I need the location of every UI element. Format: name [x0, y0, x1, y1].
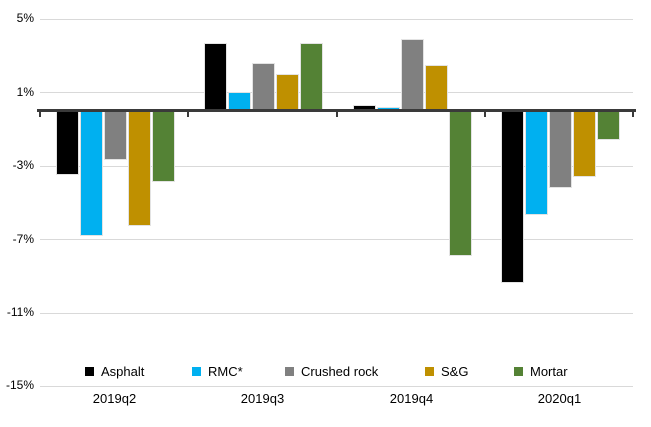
- legend-item-rmc: RMC*: [192, 364, 243, 379]
- bar-sg-2020q1: [572, 110, 596, 177]
- gridline--7: [40, 239, 633, 241]
- bar-asphalt-2019q3: [204, 42, 228, 111]
- x-tick-label-2019q3: 2019q3: [240, 391, 285, 406]
- bar-crushed-rock-2019q4: [400, 39, 424, 111]
- gridline-5: [40, 19, 633, 20]
- y-tick-label: -11%: [6, 305, 34, 319]
- bar-crushed-rock-2019q3: [252, 63, 276, 111]
- bar-crushed-rock-2019q2: [104, 110, 127, 161]
- x-axis-tick: [187, 111, 190, 117]
- bar-sg-2019q4: [424, 64, 448, 111]
- legend-item-sg: S&G: [425, 364, 468, 379]
- legend-swatch-sg-icon: [425, 367, 434, 376]
- gridline--3: [40, 165, 633, 167]
- bar-mortar-2020q1: [596, 110, 620, 141]
- bar-sg-2019q2: [128, 110, 151, 227]
- x-tick-label-2019q2: 2019q2: [92, 391, 137, 406]
- legend-swatch-mortar-icon: [514, 367, 523, 376]
- bar-mortar-2019q2: [152, 110, 175, 183]
- legend-item-mortar: Mortar: [514, 364, 568, 379]
- bar-sg-2019q3: [276, 74, 300, 111]
- x-axis-tick: [632, 111, 634, 117]
- y-tick-label: -3%: [12, 158, 34, 172]
- x-axis-tick: [39, 111, 41, 117]
- legend-swatch-asphalt-icon: [85, 367, 94, 376]
- x-tick-label-2019q4: 2019q4: [389, 391, 434, 406]
- bar-crushed-rock-2020q1: [548, 110, 572, 188]
- x-axis-tick: [335, 111, 338, 117]
- gridline-1: [40, 92, 633, 94]
- bar-rmc-2019q2: [80, 110, 103, 236]
- y-tick-label: -15%: [5, 378, 34, 392]
- bar-rmc-2020q1: [524, 110, 548, 216]
- legend-label-mortar: Mortar: [530, 364, 568, 379]
- legend-label-rmc: RMC*: [208, 364, 243, 379]
- legend-swatch-rmc-icon: [192, 367, 201, 376]
- bar-asphalt-2019q2: [56, 110, 79, 175]
- y-tick-label: 1%: [16, 85, 34, 99]
- gridline--11: [40, 312, 633, 314]
- legend-swatch-crushed-rock-icon: [285, 367, 294, 376]
- x-axis-line: [37, 109, 636, 112]
- bar-mortar-2019q3: [300, 42, 324, 111]
- x-tick-label-2020q1: 2020q1: [537, 391, 582, 406]
- legend-label-asphalt: Asphalt: [101, 364, 145, 379]
- legend-label-sg: S&G: [441, 364, 469, 379]
- bar-rmc-2019q3: [228, 92, 252, 111]
- y-tick-label: 5%: [16, 11, 34, 25]
- bar-asphalt-2020q1: [500, 110, 524, 284]
- legend-item-asphalt: Asphalt: [85, 364, 144, 379]
- y-tick-label: -7%: [12, 232, 34, 246]
- legend-item-crushed-rock: Crushed rock: [285, 364, 378, 379]
- legend-label-crushed-rock: Crushed rock: [301, 364, 379, 379]
- gridline--15: [40, 386, 633, 387]
- x-axis-tick: [483, 111, 486, 117]
- bar-mortar-2019q4: [448, 110, 472, 256]
